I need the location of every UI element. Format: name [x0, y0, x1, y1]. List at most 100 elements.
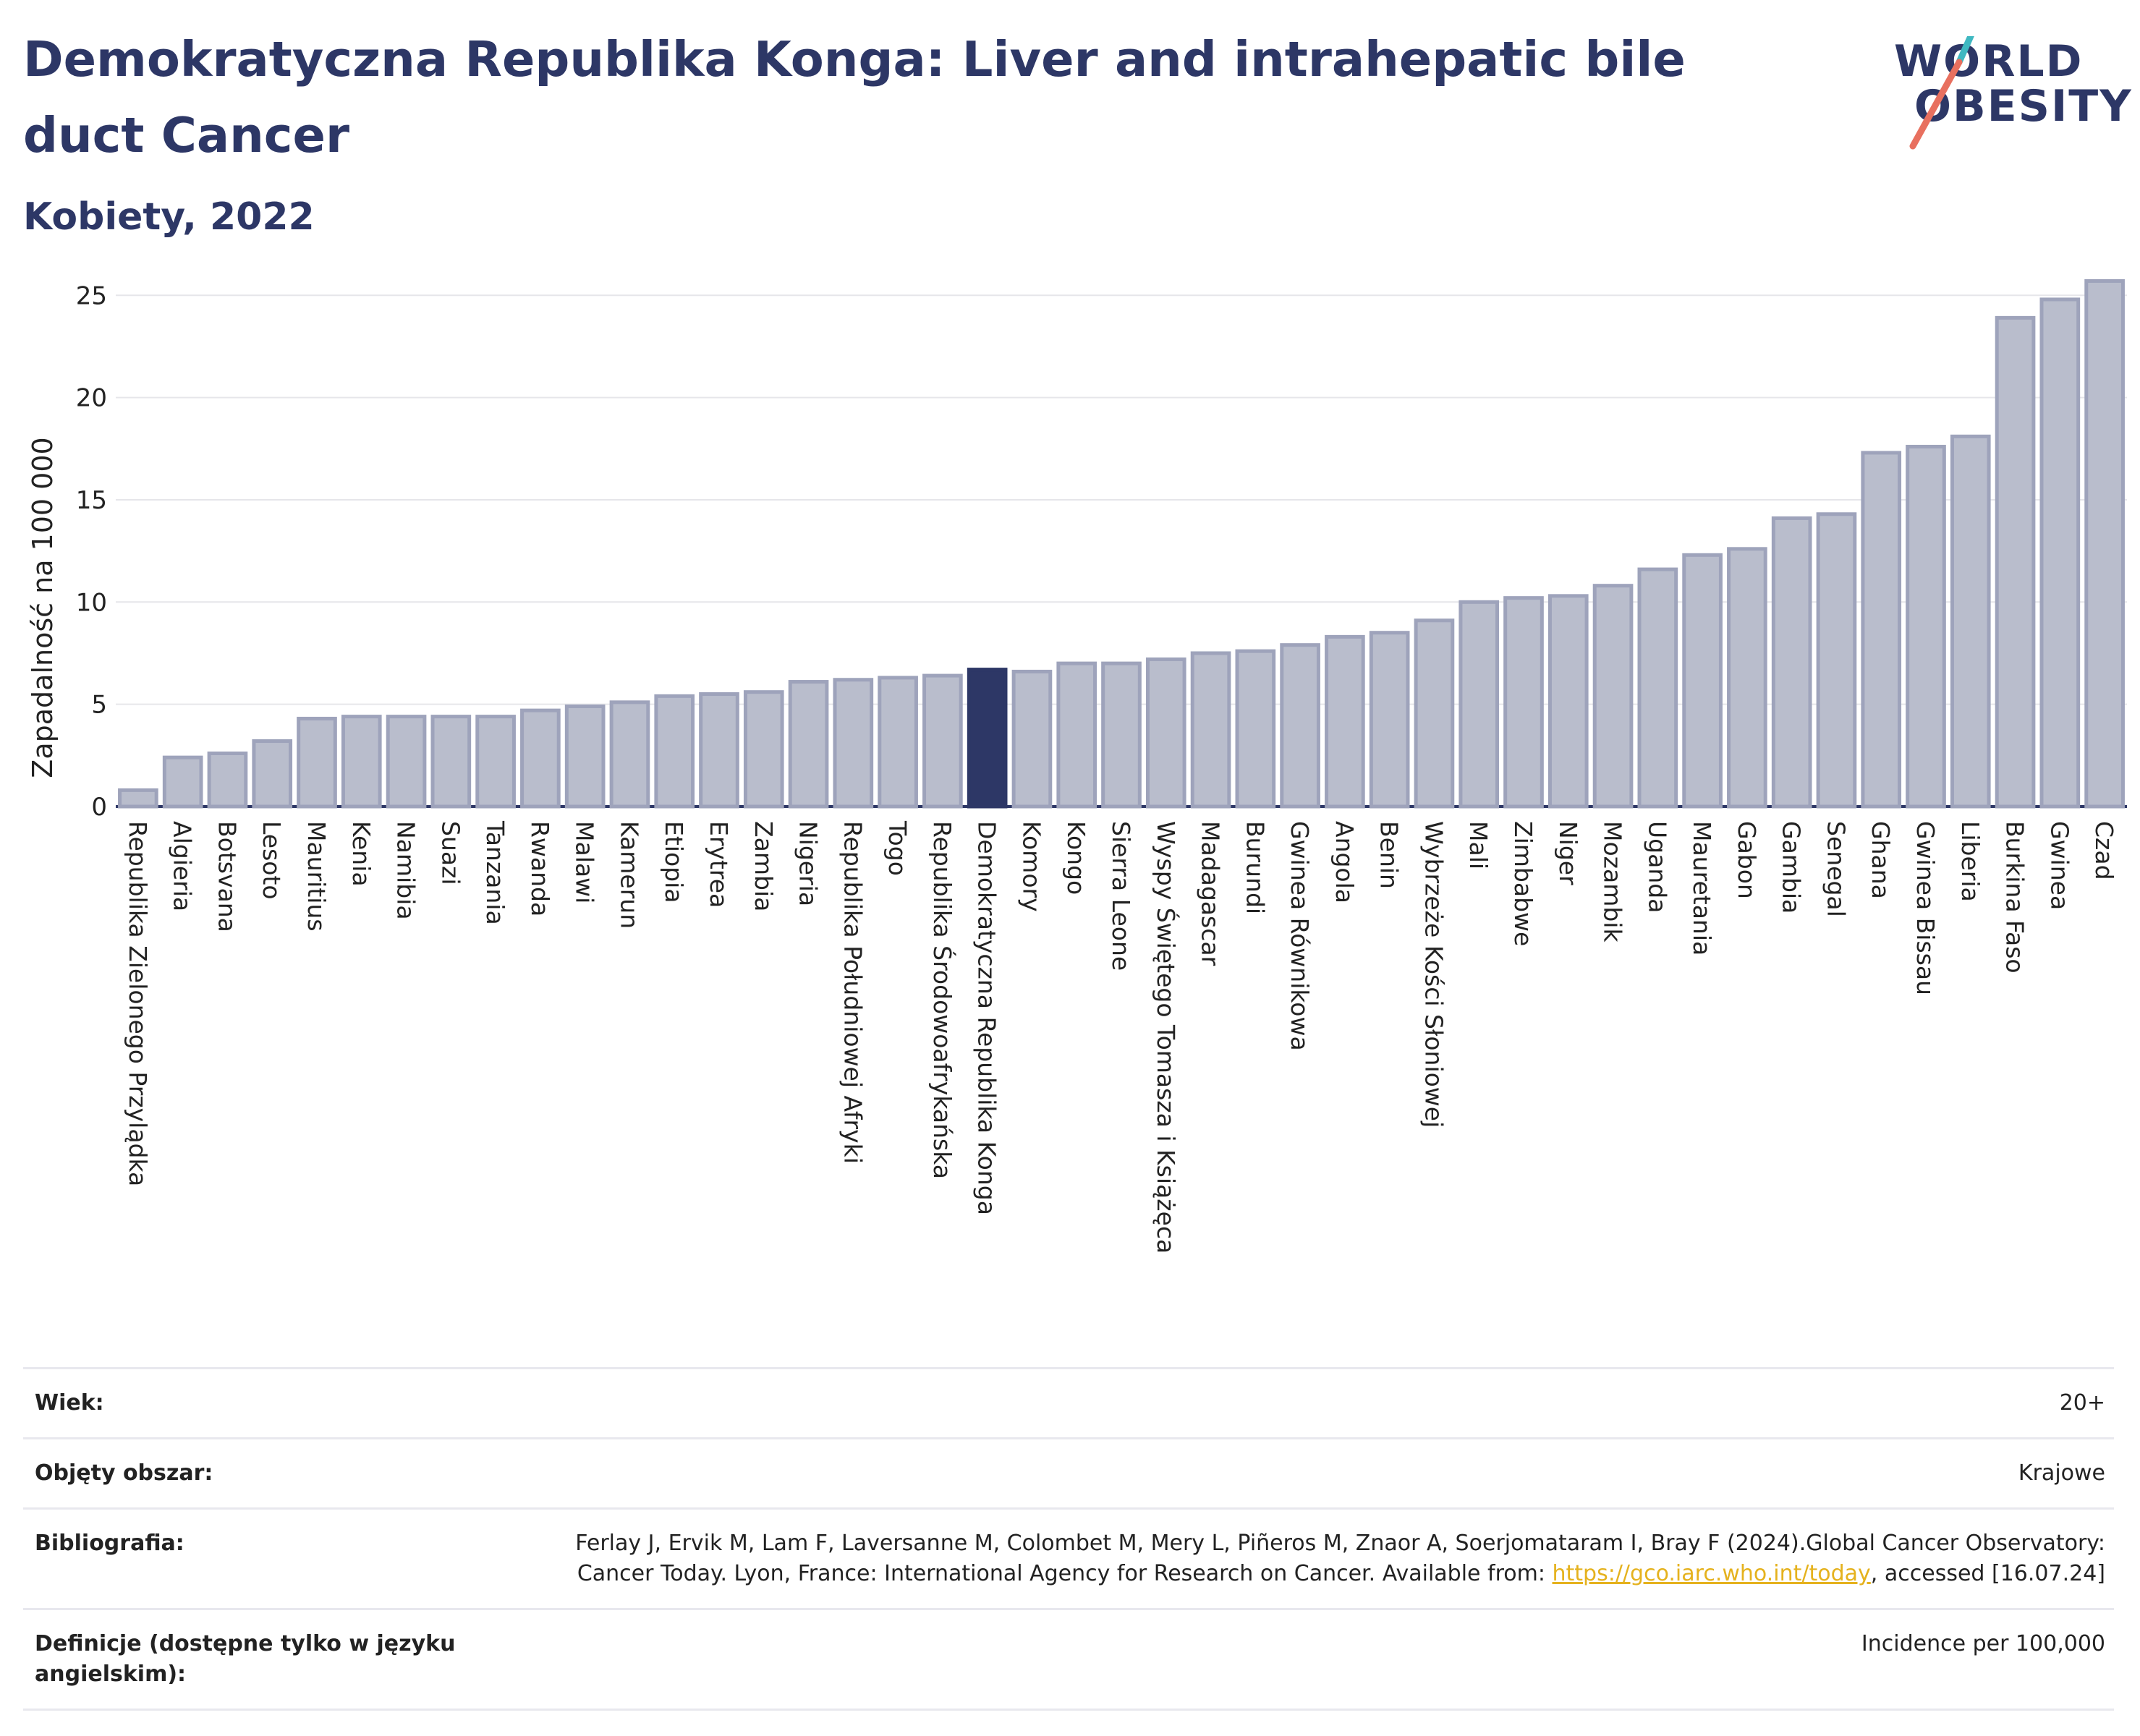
bibliography-accessed: , accessed [16.07.24] — [1870, 1561, 2105, 1586]
bar-gabon[interactable] — [1727, 547, 1767, 809]
x-tick-label: Gwinea Równikowa — [1286, 821, 1314, 1051]
x-tick-label: Uganda — [1643, 821, 1671, 913]
x-tick-label: Erytrea — [705, 821, 733, 908]
bar-sierra-leone[interactable] — [1101, 661, 1142, 809]
x-tick-label: Burundi — [1241, 821, 1269, 914]
x-tick-label: Mali — [1464, 821, 1493, 869]
bars — [118, 278, 2125, 809]
meta-row-definitions: Definicje (dostępne tylko w języku angie… — [23, 1608, 2114, 1711]
x-tick-label: Lesoto — [258, 821, 286, 900]
y-tick-label: 15 — [76, 486, 107, 515]
meta-row-area: Objęty obszar: Krajowe — [23, 1437, 2114, 1507]
x-tick-label: Zimbabwe — [1509, 821, 1537, 946]
x-tick-label: Niger — [1554, 821, 1582, 885]
x-tick-label: Zambia — [750, 821, 778, 911]
page-title: Demokratyczna Republika Konga: Liver and… — [23, 31, 1686, 163]
bar-namibia[interactable] — [386, 715, 427, 809]
bar-gwinea-bissau[interactable] — [1906, 444, 1946, 809]
bar-kenia[interactable] — [341, 715, 382, 809]
bar-lesoto[interactable] — [252, 739, 293, 809]
metadata-table: Wiek: 20+ Objęty obszar: Krajowe Bibliog… — [23, 1367, 2114, 1711]
y-tick-label: 20 — [76, 384, 107, 413]
bar-botsvana[interactable] — [207, 752, 248, 809]
y-tick-label: 10 — [76, 588, 107, 617]
bar-komory[interactable] — [1011, 669, 1053, 809]
x-tick-label: Gwinea Bissau — [1911, 821, 1940, 995]
bar-tanzania[interactable] — [475, 715, 516, 809]
bar-suazi[interactable] — [430, 715, 472, 809]
bar-gwinea-równikowa[interactable] — [1280, 643, 1320, 809]
logo-slash-icon — [1909, 36, 1974, 150]
world-obesity-logo: WORLD OBESITY — [1888, 36, 2131, 152]
bar-wybrzeże-kości-słoniowej[interactable] — [1414, 618, 1455, 809]
meta-value: Ferlay J, Ervik M, Lam F, Laversanne M, … — [514, 1528, 2105, 1589]
bar-etiopia[interactable] — [654, 694, 695, 809]
bar-mozambik[interactable] — [1592, 584, 1634, 809]
x-tick-label: Senegal — [1822, 821, 1850, 917]
x-tick-label: Republika Środowoafrykańska — [928, 821, 957, 1179]
bar-algieria[interactable] — [162, 755, 203, 809]
bar-benin[interactable] — [1369, 631, 1410, 809]
meta-value: Krajowe — [2018, 1460, 2105, 1486]
x-tick-label: Czad — [2090, 821, 2118, 880]
bibliography-text: Ferlay J, Ervik M, Lam F, Laversanne M, … — [575, 1531, 2105, 1586]
meta-row-bibliography: Bibliografia: Ferlay J, Ervik M, Lam F, … — [23, 1507, 2114, 1608]
source-link[interactable]: https://gco.iarc.who.int/today — [1552, 1561, 1871, 1586]
x-axis-labels: Republika Zielonego Przylądka Algieria Bot… — [124, 820, 2118, 1254]
x-tick-label: Benin — [1375, 821, 1404, 889]
x-tick-label: Gambia — [1778, 821, 1806, 914]
bar-zimbabwe[interactable] — [1503, 596, 1544, 809]
x-tick-label: Liberia — [1956, 821, 1984, 902]
x-tick-label: Sierra Leone — [1107, 821, 1135, 971]
bar-malawi[interactable] — [564, 704, 606, 809]
bar-burundi[interactable] — [1235, 649, 1276, 809]
x-tick-label: Nigeria — [794, 821, 823, 906]
x-tick-label: Kamerun — [615, 821, 643, 929]
x-tick-label: Burkina Faso — [2001, 821, 2029, 974]
bar-uganda[interactable] — [1637, 567, 1678, 809]
bar-erytrea[interactable] — [699, 692, 739, 809]
bar-republika-południowej-afryki[interactable] — [833, 678, 874, 809]
bar-gambia[interactable] — [1771, 516, 1812, 809]
meta-label: Wiek: — [35, 1390, 104, 1416]
bar-ghana[interactable] — [1861, 451, 1902, 809]
bar-zambia[interactable] — [743, 690, 784, 809]
bar-nigeria[interactable] — [788, 680, 829, 809]
x-tick-label: Republika Zielonego Przylądka — [124, 821, 152, 1186]
y-axis-ticks: 0 5 10 15 20 25 — [76, 281, 107, 822]
bar-kamerun[interactable] — [609, 700, 650, 809]
bar-mali[interactable] — [1458, 600, 1500, 809]
x-tick-label: Komory — [1017, 821, 1045, 912]
y-tick-label: 25 — [76, 281, 107, 310]
bar-demokratyczna-republika-konga[interactable] — [967, 668, 1008, 809]
bar-togo[interactable] — [878, 676, 918, 809]
bar-madagascar[interactable] — [1190, 651, 1231, 809]
bar-liberia[interactable] — [1950, 434, 1991, 809]
x-tick-label: Mauritius — [302, 821, 331, 932]
y-tick-label: 0 — [91, 793, 107, 822]
meta-row-age: Wiek: 20+ — [23, 1367, 2114, 1437]
bar-wyspy-świętego-tomasza-i-książęca[interactable] — [1145, 657, 1186, 809]
bar-czad[interactable] — [2084, 278, 2125, 809]
bar-angola[interactable] — [1325, 634, 1365, 809]
x-tick-label: Mauretania — [1688, 821, 1716, 956]
bar-kongo[interactable] — [1056, 661, 1097, 809]
x-tick-label: Malawi — [571, 821, 599, 903]
x-tick-label: Botsvana — [213, 821, 241, 932]
bar-niger[interactable] — [1547, 594, 1589, 809]
bar-chart: 0 5 10 15 20 25 Republika Zielonego Przylądka… — [27, 278, 2127, 1254]
x-tick-label: Kenia — [347, 821, 375, 887]
bar-gwinea[interactable] — [2039, 297, 2081, 809]
x-tick-label: Togo — [883, 820, 912, 876]
bar-senegal[interactable] — [1816, 512, 1857, 809]
bar-mauritius[interactable] — [297, 716, 337, 809]
bar-rwanda[interactable] — [520, 708, 561, 809]
x-tick-label: Republika Południowej Afryki — [838, 821, 867, 1164]
bar-burkina-faso[interactable] — [1995, 315, 2036, 809]
y-tick-label: 5 — [91, 691, 107, 720]
bar-mauretania[interactable] — [1682, 553, 1723, 809]
bar-republika-zielonego-przylądka[interactable] — [118, 788, 158, 809]
meta-label: Objęty obszar: — [35, 1460, 213, 1486]
x-tick-label: Namibia — [392, 821, 420, 920]
bar-republika-środowoafrykańska[interactable] — [922, 673, 963, 809]
